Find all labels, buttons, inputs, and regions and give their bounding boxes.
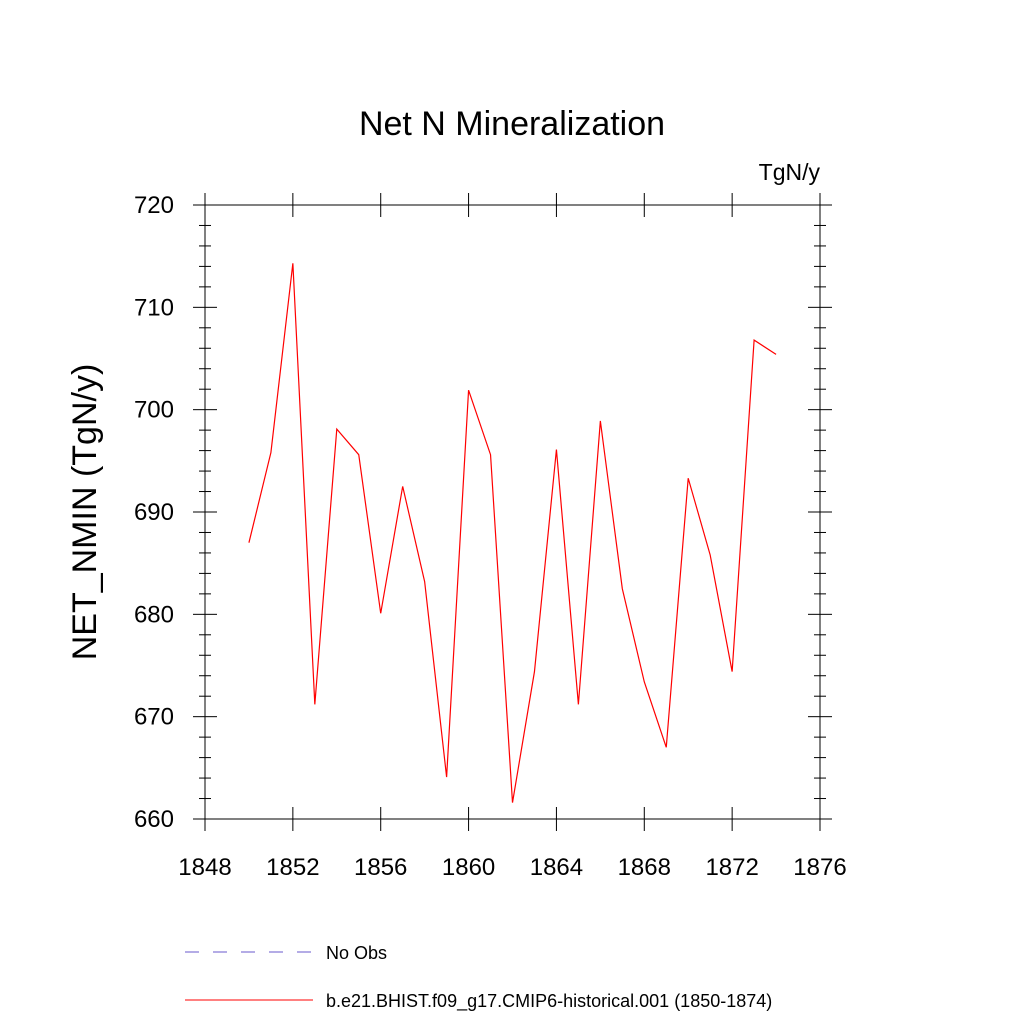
axis-ticks: 1848 1852 1856 1860 1864 1868 1872 1876 660 670 68… [134,192,847,881]
series-lines [248,263,777,803]
legend-label-0: No Obs [326,943,387,963]
y-tick-label: 720 [134,192,174,219]
y-axis-label: NET_NMIN (TgN/y) [66,364,104,661]
x-tick-label: 1852 [266,854,319,881]
y-tick-label: 670 [134,704,174,731]
x-tick-label: 1864 [530,854,583,881]
series-line-0 [248,263,777,803]
x-tick-label: 1876 [793,854,846,881]
y-tick-label: 680 [134,601,174,628]
x-tick-label: 1856 [354,854,407,881]
plot-frame [204,204,821,820]
chart-units-label: TgN/y [759,159,821,185]
x-tick-label: 1868 [618,854,671,881]
x-tick-label: 1848 [178,854,231,881]
legend: No Obs b.e21.BHIST.f09_g17.CMIP6-historic… [185,943,772,1012]
legend-label-1: b.e21.BHIST.f09_g17.CMIP6-historical.001… [326,991,772,1012]
x-tick-label: 1872 [705,854,758,881]
y-tick-label: 700 [134,397,174,424]
y-tick-label: 710 [134,294,174,321]
x-tick-label: 1860 [442,854,495,881]
y-tick-label: 660 [134,806,174,833]
chart-title: Net N Mineralization [359,105,665,143]
y-tick-label: 690 [134,499,174,526]
